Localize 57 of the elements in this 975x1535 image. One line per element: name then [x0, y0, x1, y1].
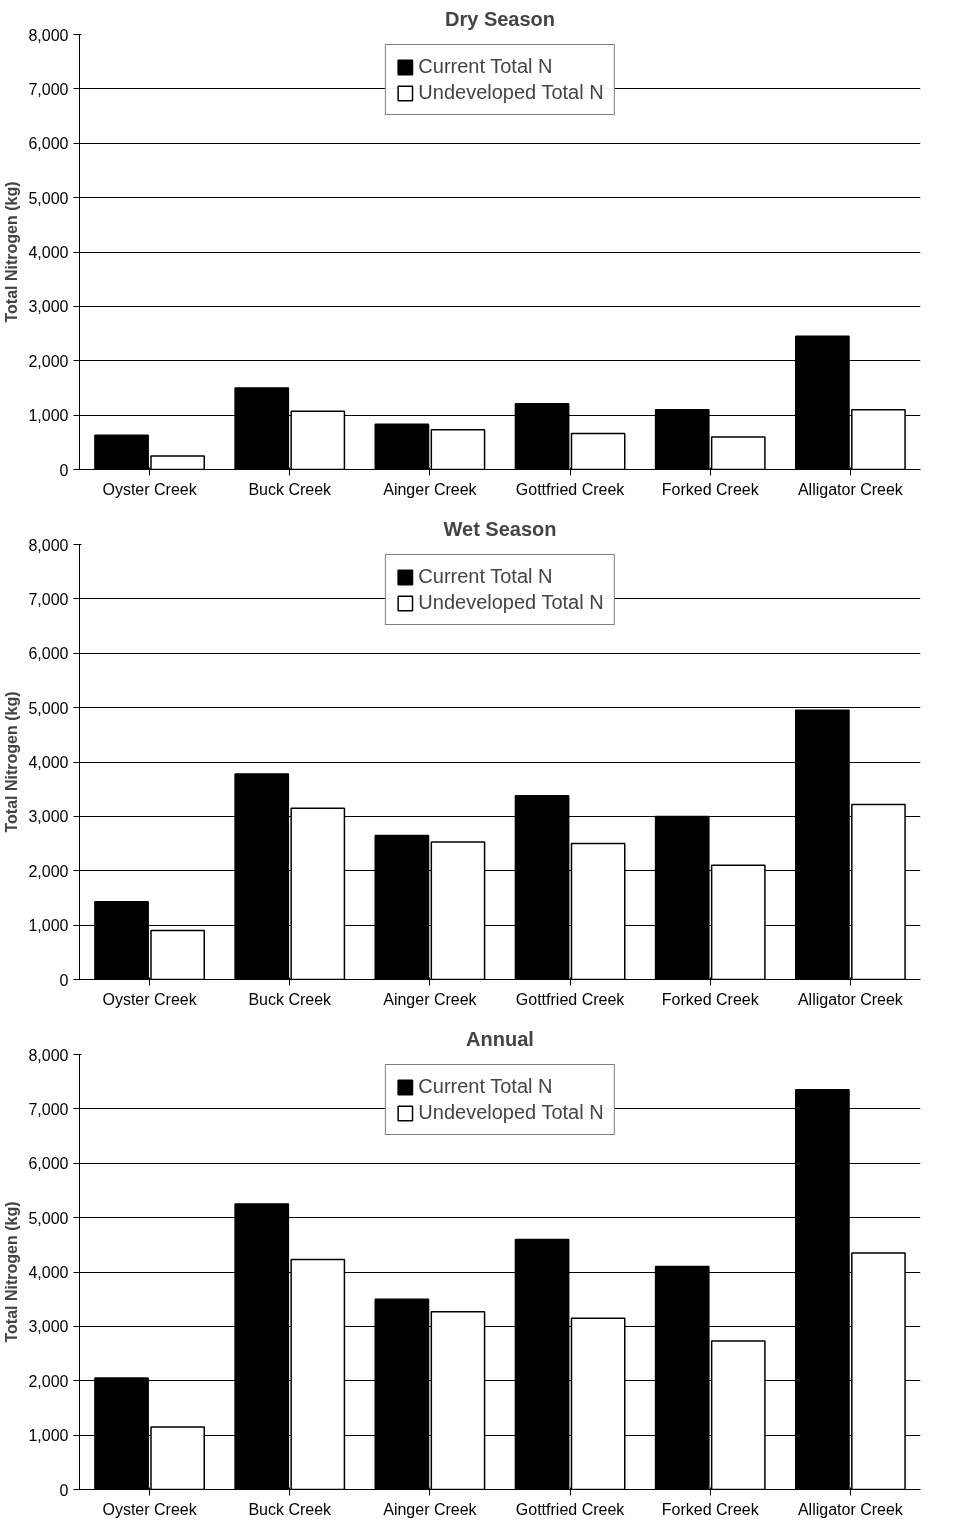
- y-tick-label: 8,000: [28, 1046, 69, 1064]
- y-tick-label: 7,000: [28, 1100, 69, 1118]
- y-tick-label: 6,000: [28, 645, 69, 663]
- y-tick-label: 5,000: [28, 189, 69, 207]
- y-tick-label: 8,000: [28, 26, 69, 44]
- y-tick-label: 5,000: [28, 699, 69, 717]
- y-tick-label: 6,000: [28, 1155, 69, 1173]
- legend-label: Current Total N: [418, 1075, 553, 1098]
- x-tick-label: Forked Creek: [661, 990, 760, 1008]
- x-tick-label: Oyster Creek: [102, 480, 198, 498]
- y-tick-label: 1,000: [28, 407, 69, 425]
- x-tick-label: Buck Creek: [248, 990, 333, 1008]
- y-tick-label: 3,000: [28, 808, 69, 826]
- legend-label: Undeveloped Total N: [418, 591, 604, 614]
- x-tick-label: Oyster Creek: [102, 990, 198, 1008]
- y-tick-label: 8,000: [28, 536, 69, 554]
- y-tick-label: 2,000: [28, 862, 69, 880]
- y-axis-title: Total Nitrogen (kg): [3, 691, 21, 833]
- y-tick-label: 4,000: [28, 754, 69, 771]
- x-tick-label: Ainger Creek: [383, 480, 478, 498]
- x-tick-label: Gottfried Creek: [515, 480, 626, 498]
- y-tick-label: 0: [59, 1481, 69, 1499]
- y-tick-label: 1,000: [28, 917, 69, 935]
- legend-label: Undeveloped Total N: [418, 81, 604, 104]
- x-tick-label: Ainger Creek: [383, 1500, 478, 1518]
- y-tick-label: 0: [59, 461, 69, 479]
- chart-title: Wet Season: [443, 517, 557, 540]
- y-tick-label: 3,000: [28, 1318, 69, 1336]
- x-tick-label: Gottfried Creek: [515, 1500, 626, 1518]
- legend-label: Current Total N: [418, 55, 553, 78]
- x-tick-label: Ainger Creek: [383, 990, 478, 1008]
- legend-label: Undeveloped Total N: [418, 1101, 604, 1124]
- x-tick-label: Alligator Creek: [797, 480, 904, 498]
- x-tick-label: Forked Creek: [661, 480, 760, 498]
- chart-title: Dry Season: [444, 7, 556, 30]
- y-tick-label: 6,000: [28, 135, 69, 153]
- y-axis-title: Total Nitrogen (kg): [3, 181, 21, 323]
- y-axis-title: Total Nitrogen (kg): [3, 1201, 21, 1343]
- y-tick-label: 7,000: [28, 80, 69, 98]
- x-tick-label: Oyster Creek: [102, 1500, 198, 1518]
- y-tick-label: 3,000: [28, 298, 69, 316]
- legend-label: Current Total N: [418, 565, 553, 588]
- x-tick-label: Alligator Creek: [797, 1500, 904, 1518]
- x-tick-label: Alligator Creek: [797, 990, 904, 1008]
- y-tick-label: 5,000: [28, 1209, 69, 1227]
- y-tick-label: 2,000: [28, 352, 69, 370]
- y-tick-label: 7,000: [28, 590, 69, 608]
- y-tick-label: 4,000: [28, 1264, 69, 1281]
- y-tick-label: 4,000: [28, 244, 69, 261]
- x-tick-label: Forked Creek: [661, 1500, 760, 1518]
- x-tick-label: Buck Creek: [248, 1500, 333, 1518]
- x-tick-label: Gottfried Creek: [515, 990, 626, 1008]
- y-tick-label: 0: [59, 971, 69, 989]
- chart-title: Annual: [466, 1027, 534, 1050]
- y-tick-label: 1,000: [28, 1427, 69, 1445]
- x-tick-label: Buck Creek: [248, 480, 333, 498]
- y-tick-label: 2,000: [28, 1372, 69, 1390]
